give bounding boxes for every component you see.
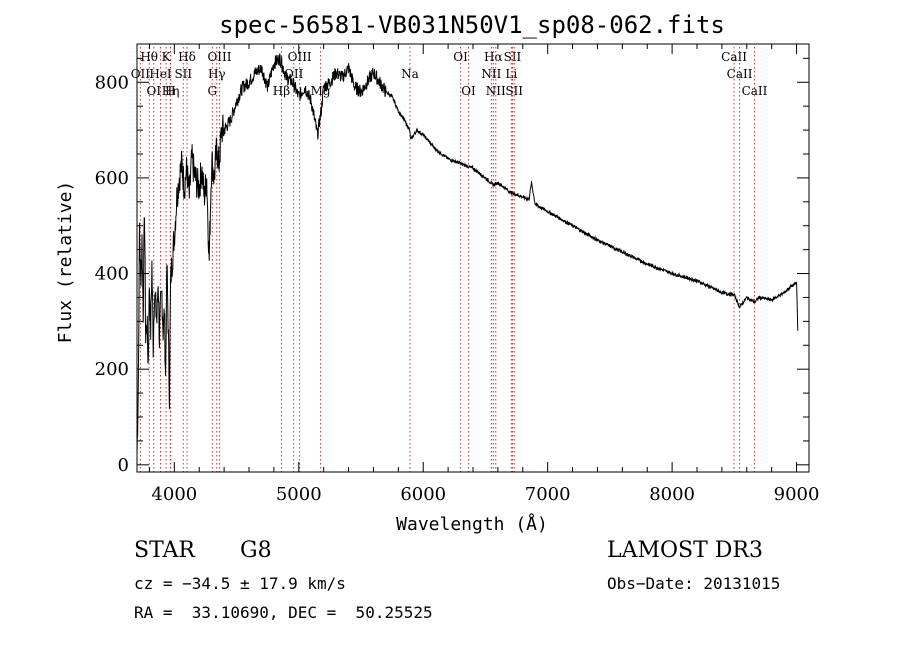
- x-axis-label: Wavelength (Å): [396, 513, 548, 535]
- survey-label: LAMOST DR3: [607, 538, 763, 563]
- x-tick-label: 8000: [649, 484, 695, 505]
- spectral-line-label: CaII: [721, 50, 747, 64]
- x-tick-label: 6000: [400, 484, 446, 505]
- spectral-line-label: Hα: [484, 50, 503, 64]
- spectral-line-label: Li: [505, 67, 517, 81]
- spectral-line-label: SII: [505, 84, 523, 98]
- spectrum-line: [136, 53, 799, 456]
- spectral-line-label: Na: [401, 67, 419, 81]
- observation-date: Obs−Date: 20131015: [607, 574, 781, 593]
- x-tick-label: 7000: [525, 484, 571, 505]
- spectral-line-label: HeI: [149, 67, 172, 81]
- spectral-line-label: OIII: [288, 50, 312, 64]
- spectral-line-label: CaII: [727, 67, 753, 81]
- spectral-line-label: Hγ: [208, 67, 226, 81]
- y-tick-label: 0: [118, 455, 129, 476]
- spectral-line-label: SII: [504, 50, 522, 64]
- y-tick-label: 200: [95, 359, 129, 380]
- x-tick-label: 4000: [151, 484, 197, 505]
- spectral-line-label: G: [207, 84, 217, 98]
- axis-ticks: 4000 5000 6000 7000 8000 9000 0 200 400 600 800: [95, 44, 820, 505]
- spectral-line-label: NII: [481, 67, 501, 81]
- coordinates: RA = 33.10690, DEC = 50.25525: [134, 603, 433, 622]
- spectral-line-label: Hβ: [273, 84, 290, 98]
- plot-frame: [136, 43, 810, 473]
- spectral-line-label: OI: [461, 84, 476, 98]
- object-class: STAR: [134, 538, 195, 563]
- y-tick-label: 400: [95, 264, 129, 285]
- y-tick-label: 600: [95, 168, 129, 189]
- spectral-line-label: NII: [486, 84, 506, 98]
- x-tick-label: 5000: [276, 484, 322, 505]
- spectral-line-label: OI: [453, 50, 468, 64]
- spectral-line-label: Hδ: [178, 50, 196, 64]
- spectral-line-label: Hθ: [140, 50, 158, 64]
- chart-title: spec-56581-VB031N50V1_sp08-062.fits: [219, 11, 725, 39]
- object-subclass: G8: [240, 538, 272, 563]
- x-tick-label: 9000: [774, 484, 820, 505]
- spectral-line-label: OII: [131, 67, 151, 81]
- y-tick-label: 800: [95, 72, 129, 93]
- spectral-line-label: CaII: [742, 84, 768, 98]
- redshift-cz: cz = −34.5 ± 17.9 km/s: [134, 574, 346, 593]
- y-axis-label: Flux (relative): [55, 181, 76, 344]
- spectral-line-label: OIII: [207, 50, 231, 64]
- spectral-line-label: K: [162, 50, 172, 64]
- spectral-line-label: H: [165, 84, 175, 98]
- spectral-line-label: OI: [147, 84, 162, 98]
- spectral-line-label: SII: [174, 67, 192, 81]
